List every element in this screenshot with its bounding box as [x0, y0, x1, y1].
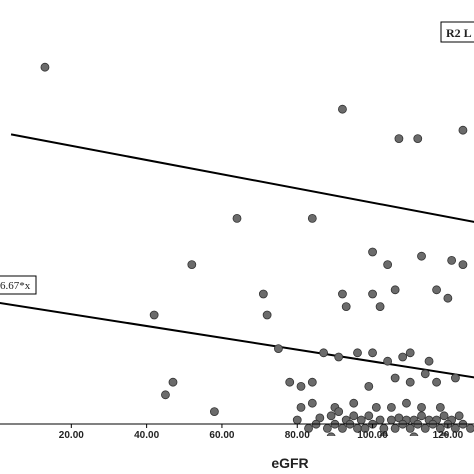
data-point	[296, 381, 306, 391]
data-point	[315, 413, 325, 423]
legend-label: R2 L	[446, 26, 472, 40]
data-point	[338, 423, 347, 433]
data-point	[334, 352, 344, 362]
data-point	[398, 352, 408, 362]
data-point	[319, 348, 329, 358]
data-point	[375, 302, 385, 312]
data-point	[383, 260, 393, 270]
data-point	[439, 411, 449, 421]
data-point	[353, 348, 362, 358]
fit-lines	[0, 133, 474, 379]
legend-box: R2 L	[440, 21, 474, 43]
data-point	[326, 411, 336, 421]
x-axis-title: eGFR	[271, 455, 308, 471]
data-point	[349, 411, 359, 421]
data-point	[394, 134, 404, 144]
data-point	[439, 432, 449, 436]
data-point	[258, 289, 268, 299]
data-point	[466, 424, 474, 433]
data-point	[413, 134, 423, 144]
data-point	[368, 289, 377, 299]
data-point	[443, 293, 453, 303]
data-point	[420, 369, 430, 379]
data-point	[405, 348, 415, 358]
x-tick-label: 120.00	[433, 430, 464, 441]
data-point	[326, 432, 336, 436]
data-point	[417, 251, 426, 261]
data-point	[390, 285, 400, 295]
data-point	[274, 344, 283, 354]
data-point	[161, 390, 170, 400]
data-point	[451, 373, 460, 383]
equation-box: 6.67*x	[0, 275, 37, 295]
x-tick-label: 60.00	[209, 430, 234, 441]
data-point	[285, 377, 295, 387]
data-point	[458, 125, 468, 135]
data-point	[409, 432, 419, 436]
data-point	[402, 398, 411, 408]
x-tick-label: 20.00	[59, 430, 84, 441]
data-point	[364, 411, 374, 421]
data-point	[349, 398, 359, 408]
data-point	[40, 62, 50, 72]
data-point	[338, 104, 347, 114]
data-point	[447, 255, 457, 265]
x-axis: 20.00 40.00 60.00 80.00 100.00 120.00	[0, 423, 474, 441]
data-point	[432, 377, 441, 387]
data-point	[368, 348, 377, 358]
data-point	[296, 402, 306, 412]
data-point	[292, 415, 302, 425]
data-point	[375, 415, 385, 425]
x-tick-label: 40.00	[134, 430, 159, 441]
data-point	[432, 285, 441, 295]
data-point	[405, 377, 415, 387]
data-point	[368, 247, 377, 257]
data-point	[168, 377, 178, 387]
data-point	[379, 432, 389, 436]
x-tick-label: 80.00	[285, 430, 310, 441]
data-point	[386, 415, 396, 425]
data-point	[417, 411, 426, 421]
data-point	[417, 402, 426, 412]
data-point	[386, 402, 396, 412]
data-point	[307, 377, 317, 387]
data-point	[364, 381, 374, 391]
data-point	[390, 373, 400, 383]
data-point	[371, 402, 381, 412]
data-point	[262, 310, 272, 320]
data-point	[356, 415, 366, 425]
data-point	[232, 213, 242, 223]
data-point	[390, 423, 400, 433]
data-point	[424, 356, 434, 366]
fit-line-1	[10, 133, 474, 223]
data-point	[405, 423, 415, 433]
data-points	[40, 62, 474, 436]
data-point	[187, 260, 197, 270]
data-point	[338, 289, 347, 299]
data-point	[149, 310, 159, 320]
equation-label: 6.67*x	[0, 280, 31, 292]
fit-line-2	[0, 302, 474, 379]
data-point	[435, 402, 445, 412]
data-point	[307, 213, 317, 223]
data-point	[341, 302, 351, 312]
data-point	[383, 356, 393, 366]
data-point	[458, 260, 468, 270]
data-point	[307, 398, 317, 408]
data-point	[334, 407, 344, 417]
x-tick-label: 100.00	[357, 430, 388, 441]
data-point	[420, 423, 430, 433]
data-point	[454, 411, 464, 421]
data-point	[322, 423, 332, 433]
data-point	[210, 407, 219, 417]
